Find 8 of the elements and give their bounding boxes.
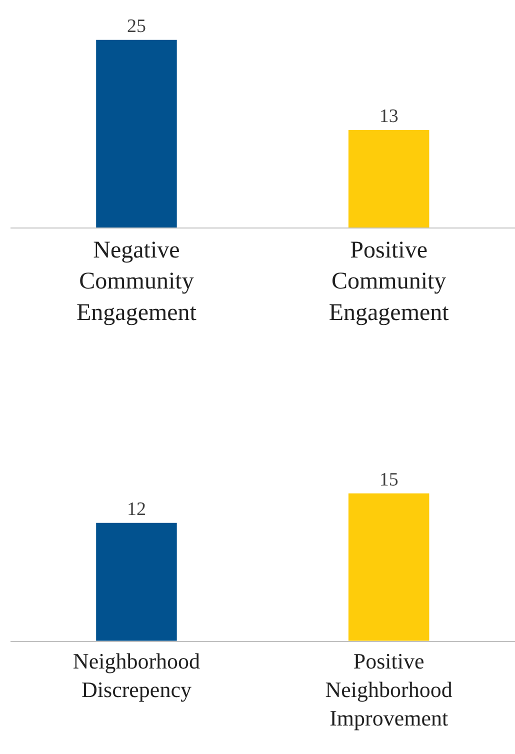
data-label: 15 <box>379 469 398 490</box>
data-label: 25 <box>126 16 146 37</box>
x-tick-label: Negative Community Engagement <box>76 238 197 326</box>
x-tick-label: Neighborhood Discrepency <box>72 648 200 702</box>
x-tick-label: Positive Neighborhood Improvement <box>325 648 452 730</box>
data-label: 12 <box>126 498 146 520</box>
data-label: 13 <box>379 106 398 128</box>
x-tick-label: Positive Community Engagement <box>328 238 450 326</box>
